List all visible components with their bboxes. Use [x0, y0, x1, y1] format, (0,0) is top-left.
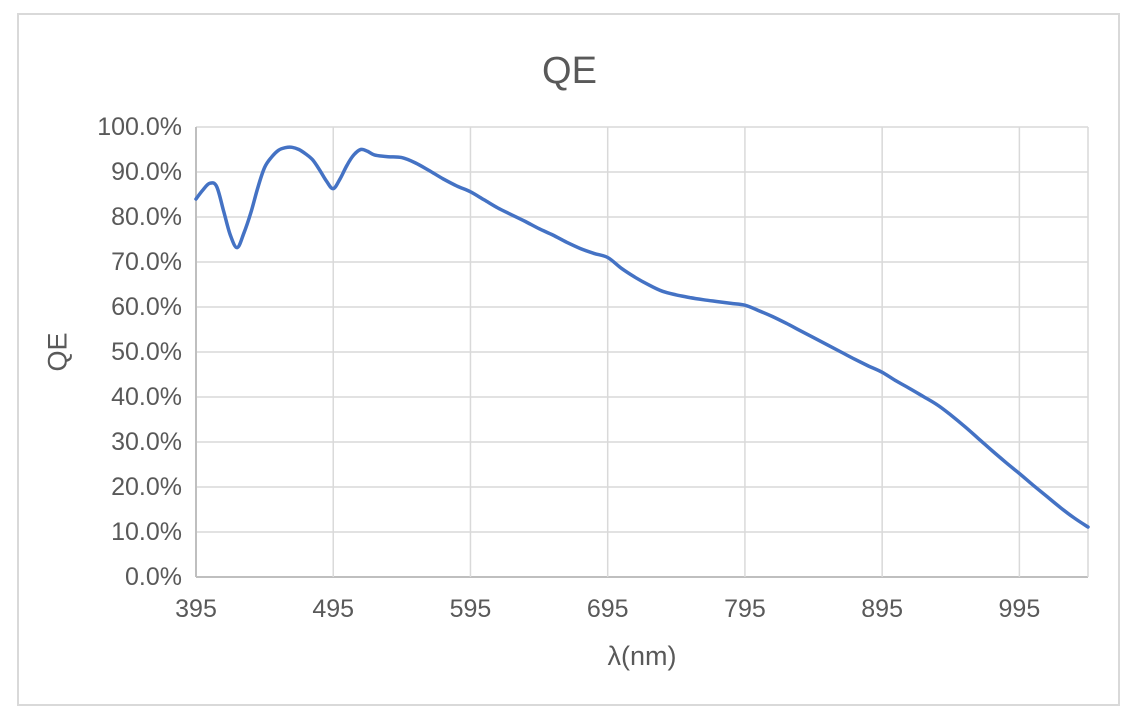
- x-tick-label: 495: [312, 595, 355, 623]
- chart-border: [17, 13, 1120, 706]
- x-axis-title: λ(nm): [607, 641, 677, 671]
- y-tick-label: 70.0%: [111, 248, 182, 276]
- x-tick-label: 995: [998, 595, 1041, 623]
- x-tick-label: 795: [724, 595, 766, 623]
- y-tick-label: 50.0%: [111, 338, 182, 366]
- y-tick-label: 0.0%: [125, 563, 182, 591]
- y-tick-label: 100.0%: [97, 113, 182, 141]
- y-tick-label: 20.0%: [111, 473, 182, 501]
- chart-title: QE: [542, 50, 597, 92]
- y-tick-label: 80.0%: [111, 203, 182, 231]
- y-tick-label: 10.0%: [111, 518, 182, 546]
- x-tick-label: 595: [449, 595, 492, 623]
- qe-series-line: [194, 145, 1090, 529]
- y-tick-label: 90.0%: [111, 158, 182, 186]
- y-tick-label: 40.0%: [111, 383, 182, 411]
- x-tick-label: 895: [861, 595, 903, 623]
- y-tick-label: 60.0%: [111, 293, 182, 321]
- x-tick-label: 695: [586, 595, 629, 623]
- y-tick-label: 30.0%: [111, 428, 182, 456]
- x-tick-label: 395: [175, 595, 217, 623]
